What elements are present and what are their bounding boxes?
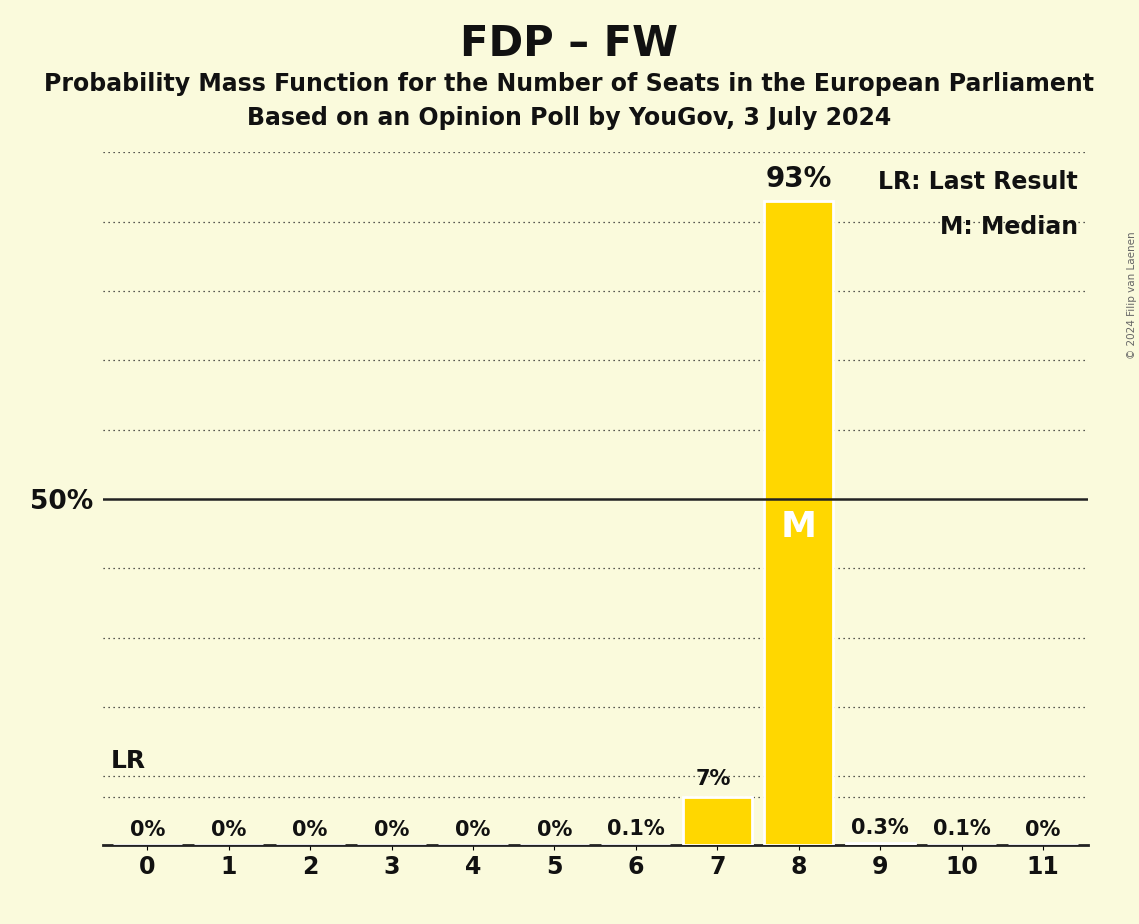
Text: 0%: 0% <box>456 820 491 840</box>
Text: Based on an Opinion Poll by YouGov, 3 July 2024: Based on an Opinion Poll by YouGov, 3 Ju… <box>247 106 892 130</box>
Text: M: Median: M: Median <box>940 215 1077 238</box>
Bar <box>845 844 915 845</box>
Bar <box>764 201 834 845</box>
Text: 0%: 0% <box>211 820 246 840</box>
Text: 0.1%: 0.1% <box>933 820 991 839</box>
Text: 0%: 0% <box>1025 820 1060 840</box>
Text: 0%: 0% <box>374 820 409 840</box>
Text: Probability Mass Function for the Number of Seats in the European Parliament: Probability Mass Function for the Number… <box>44 72 1095 96</box>
Text: LR: Last Result: LR: Last Result <box>878 170 1077 194</box>
Text: 0%: 0% <box>293 820 328 840</box>
Text: M: M <box>780 510 817 543</box>
Text: LR: LR <box>110 748 146 772</box>
Text: 0.3%: 0.3% <box>851 818 909 838</box>
Text: 93%: 93% <box>765 164 831 193</box>
Text: 7%: 7% <box>696 769 731 789</box>
Text: FDP – FW: FDP – FW <box>460 23 679 65</box>
Text: © 2024 Filip van Laenen: © 2024 Filip van Laenen <box>1126 231 1137 359</box>
Text: 0%: 0% <box>130 820 165 840</box>
Text: 0%: 0% <box>536 820 572 840</box>
Text: 0.1%: 0.1% <box>607 820 665 839</box>
Bar <box>682 796 752 845</box>
